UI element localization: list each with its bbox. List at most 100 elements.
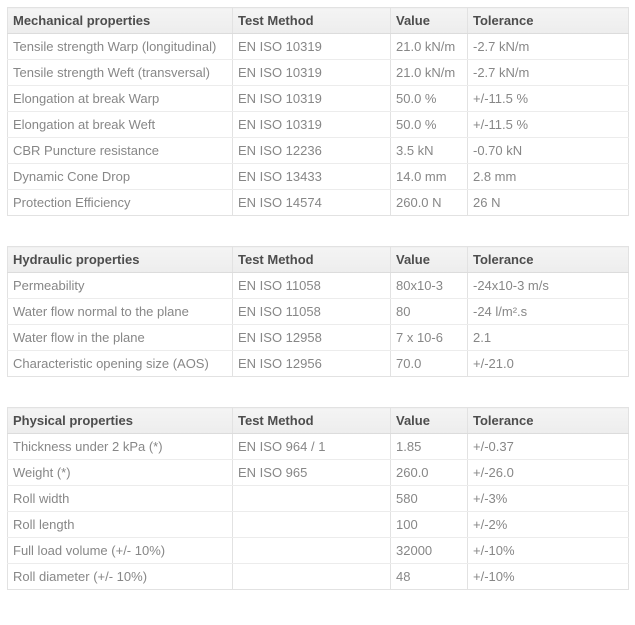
table-title: Mechanical properties — [7, 7, 233, 34]
value-cell: 48 — [390, 563, 468, 590]
tolerance-cell: 2.8 mm — [467, 163, 629, 190]
property-cell: Characteristic opening size (AOS) — [7, 350, 233, 377]
value-cell: 7 x 10-6 — [390, 324, 468, 351]
test-method-cell — [232, 511, 391, 538]
table-row: Protection Efficiency EN ISO 14574 260.0 N… — [7, 189, 629, 216]
table-row: Elongation at break Warp EN ISO 10319 50.0… — [7, 85, 629, 112]
value-cell: 580 — [390, 485, 468, 512]
tolerance-cell: 26 N — [467, 189, 629, 216]
value-cell: 50.0 % — [390, 111, 468, 138]
property-cell: Roll width — [7, 485, 233, 512]
tolerance-cell: +/-10% — [467, 563, 629, 590]
test-method-cell: EN ISO 13433 — [232, 163, 391, 190]
tolerance-cell: 2.1 — [467, 324, 629, 351]
tolerance-cell: -24 l/m².s — [467, 298, 629, 325]
property-cell: Roll diameter (+/- 10%) — [7, 563, 233, 590]
property-cell: Full load volume (+/- 10%) — [7, 537, 233, 564]
tolerance-cell: -0.70 kN — [467, 137, 629, 164]
property-cell: Elongation at break Warp — [7, 85, 233, 112]
table-row: Roll width 580 +/-3% — [7, 485, 629, 512]
property-cell: Water flow normal to the plane — [7, 298, 233, 325]
table-row: Tensile strength Warp (longitudinal) EN I… — [7, 33, 629, 60]
property-cell: Elongation at break Weft — [7, 111, 233, 138]
property-cell: Permeability — [7, 272, 233, 299]
test-method-cell: EN ISO 965 — [232, 459, 391, 486]
test-method-cell — [232, 537, 391, 564]
value-cell: 1.85 — [390, 433, 468, 460]
property-cell: Tensile strength Weft (transversal) — [7, 59, 233, 86]
value-cell: 50.0 % — [390, 85, 468, 112]
tolerance-cell: +/-26.0 — [467, 459, 629, 486]
tolerance-cell: +/-3% — [467, 485, 629, 512]
table-row: Permeability EN ISO 11058 80x10-3 -24x10-3 … — [7, 272, 629, 299]
property-cell: Weight (*) — [7, 459, 233, 486]
column-header-tolerance: Tolerance — [467, 246, 629, 273]
test-method-cell: EN ISO 10319 — [232, 33, 391, 60]
test-method-cell: EN ISO 12958 — [232, 324, 391, 351]
column-header-tolerance: Tolerance — [467, 407, 629, 434]
header-row: Mechanical properties Test Method Value Tol… — [7, 7, 629, 34]
tolerance-cell: -24x10-3 m/s — [467, 272, 629, 299]
property-cell: Tensile strength Warp (longitudinal) — [7, 33, 233, 60]
value-cell: 21.0 kN/m — [390, 59, 468, 86]
column-header-test-method: Test Method — [232, 407, 391, 434]
value-cell: 100 — [390, 511, 468, 538]
test-method-cell: EN ISO 10319 — [232, 111, 391, 138]
value-cell: 260.0 N — [390, 189, 468, 216]
header-row: Hydraulic properties Test Method Value Tole… — [7, 246, 629, 273]
value-cell: 32000 — [390, 537, 468, 564]
column-header-value: Value — [390, 7, 468, 34]
column-header-test-method: Test Method — [232, 246, 391, 273]
tolerance-cell: +/-21.0 — [467, 350, 629, 377]
table-row: Roll diameter (+/- 10%) 48 +/-10% — [7, 563, 629, 590]
tolerance-cell: -2.7 kN/m — [467, 59, 629, 86]
table-row: CBR Puncture resistance EN ISO 12236 3.5 k… — [7, 137, 629, 164]
test-method-cell: EN ISO 10319 — [232, 59, 391, 86]
value-cell: 14.0 mm — [390, 163, 468, 190]
table-row: Dynamic Cone Drop EN ISO 13433 14.0 mm 2.8 … — [7, 163, 629, 190]
table-row: Roll length 100 +/-2% — [7, 511, 629, 538]
tolerance-cell: +/-2% — [467, 511, 629, 538]
value-cell: 260.0 — [390, 459, 468, 486]
test-method-cell — [232, 563, 391, 590]
header-row: Physical properties Test Method Value Toler… — [7, 407, 629, 434]
property-cell: Dynamic Cone Drop — [7, 163, 233, 190]
property-cell: CBR Puncture resistance — [7, 137, 233, 164]
property-cell: Water flow in the plane — [7, 324, 233, 351]
properties-table-1: Hydraulic properties Test Method Value Tole… — [7, 246, 629, 377]
properties-page: Mechanical properties Test Method Value Tol… — [7, 7, 629, 590]
test-method-cell — [232, 485, 391, 512]
value-cell: 3.5 kN — [390, 137, 468, 164]
properties-table-2: Physical properties Test Method Value Toler… — [7, 407, 629, 590]
table-row: Water flow normal to the plane EN ISO 110… — [7, 298, 629, 325]
column-header-value: Value — [390, 407, 468, 434]
property-cell: Roll length — [7, 511, 233, 538]
column-header-test-method: Test Method — [232, 7, 391, 34]
property-cell: Thickness under 2 kPa (*) — [7, 433, 233, 460]
table-title: Hydraulic properties — [7, 246, 233, 273]
property-cell: Protection Efficiency — [7, 189, 233, 216]
test-method-cell: EN ISO 964 / 1 — [232, 433, 391, 460]
column-header-value: Value — [390, 246, 468, 273]
value-cell: 80x10-3 — [390, 272, 468, 299]
test-method-cell: EN ISO 11058 — [232, 272, 391, 299]
test-method-cell: EN ISO 12236 — [232, 137, 391, 164]
test-method-cell: EN ISO 14574 — [232, 189, 391, 216]
value-cell: 70.0 — [390, 350, 468, 377]
column-header-tolerance: Tolerance — [467, 7, 629, 34]
tolerance-cell: +/-10% — [467, 537, 629, 564]
test-method-cell: EN ISO 11058 — [232, 298, 391, 325]
value-cell: 21.0 kN/m — [390, 33, 468, 60]
tolerance-cell: +/-0.37 — [467, 433, 629, 460]
test-method-cell: EN ISO 10319 — [232, 85, 391, 112]
tolerance-cell: -2.7 kN/m — [467, 33, 629, 60]
test-method-cell: EN ISO 12956 — [232, 350, 391, 377]
table-row: Water flow in the plane EN ISO 12958 7 x 1… — [7, 324, 629, 351]
tables-container: Mechanical properties Test Method Value Tol… — [7, 7, 629, 590]
table-row: Full load volume (+/- 10%) 32000 +/-10% — [7, 537, 629, 564]
table-row: Characteristic opening size (AOS) EN ISO … — [7, 350, 629, 377]
table-row: Weight (*) EN ISO 965 260.0 +/-26.0 — [7, 459, 629, 486]
table-title: Physical properties — [7, 407, 233, 434]
value-cell: 80 — [390, 298, 468, 325]
